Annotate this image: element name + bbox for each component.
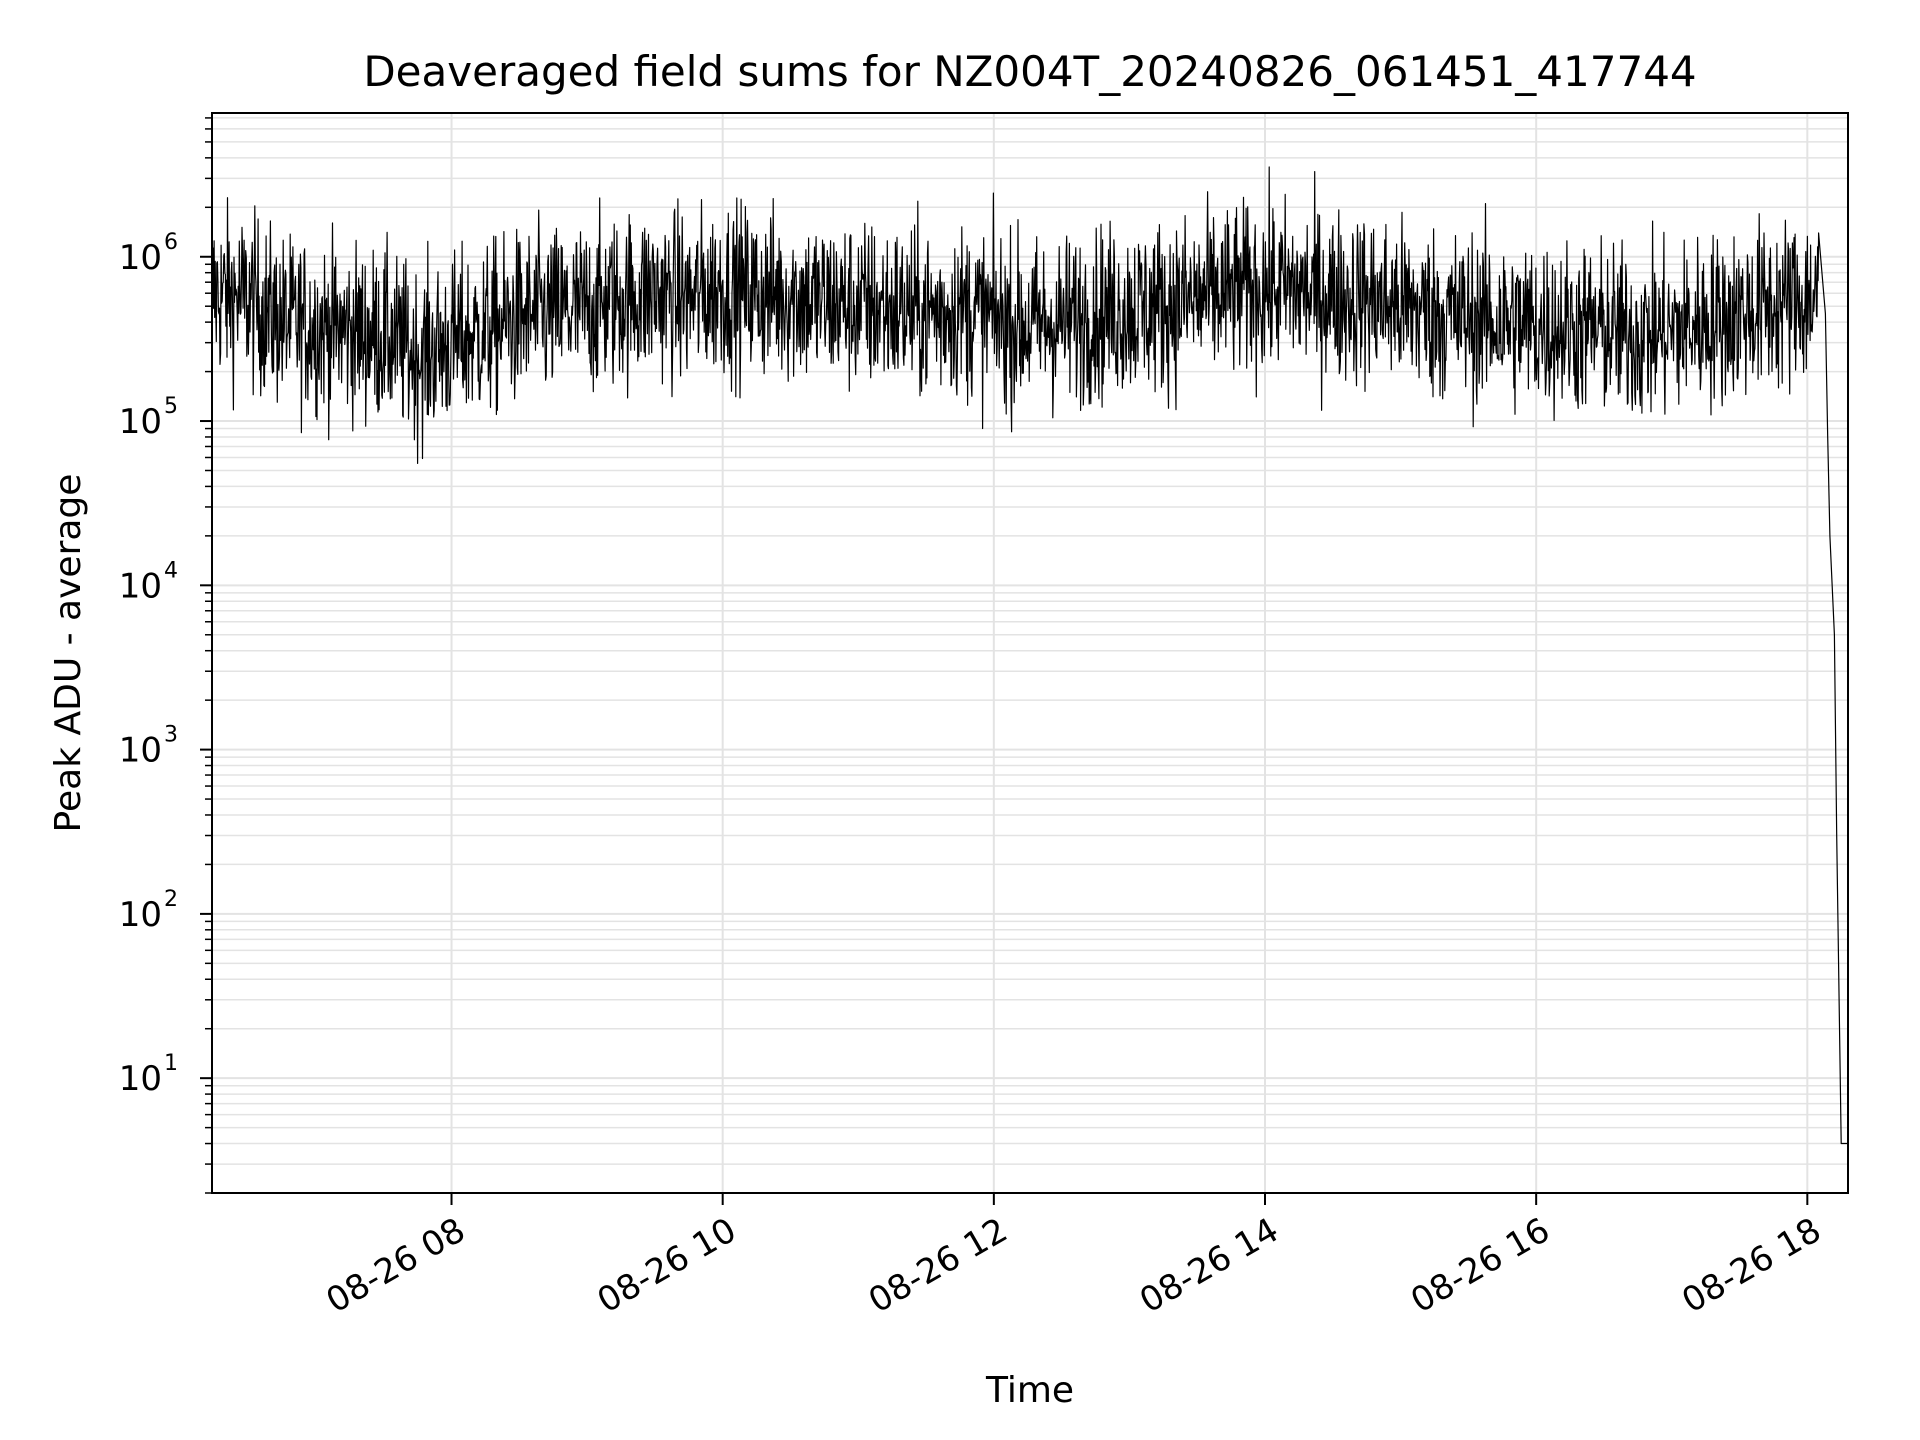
y-tick-base: 10 bbox=[119, 566, 162, 606]
y-tick-base: 10 bbox=[119, 731, 162, 771]
y-tick-label: 10 1 bbox=[119, 1051, 178, 1099]
y-tick-base: 10 bbox=[119, 1059, 162, 1099]
y-tick-exponent: 5 bbox=[164, 394, 178, 419]
data-series bbox=[211, 166, 1848, 1145]
y-tick-label: 10 4 bbox=[119, 558, 178, 606]
x-axis-label: Time bbox=[985, 1370, 1074, 1411]
y-axis-label: Peak ADU - average bbox=[48, 474, 89, 833]
axes-frame bbox=[211, 112, 1849, 1194]
series-line bbox=[211, 166, 1848, 1145]
y-tick-base: 10 bbox=[119, 402, 162, 442]
y-tick-label: 10 2 bbox=[119, 887, 178, 935]
chart-title: Deaveraged field sums for NZ004T_2024082… bbox=[363, 47, 1696, 96]
y-tick-exponent: 6 bbox=[164, 230, 178, 255]
y-tick-exponent: 3 bbox=[164, 723, 178, 748]
y-tick-label: 10 5 bbox=[119, 394, 178, 442]
y-tick-exponent: 1 bbox=[164, 1051, 178, 1076]
y-tick-exponent: 4 bbox=[164, 558, 178, 583]
y-tick-label: 10 6 bbox=[119, 230, 178, 278]
y-tick-label: 10 3 bbox=[119, 723, 178, 771]
y-tick-base: 10 bbox=[119, 238, 162, 278]
y-tick-exponent: 2 bbox=[164, 887, 178, 912]
y-tick-base: 10 bbox=[119, 895, 162, 935]
grid-lines bbox=[212, 113, 1848, 1194]
